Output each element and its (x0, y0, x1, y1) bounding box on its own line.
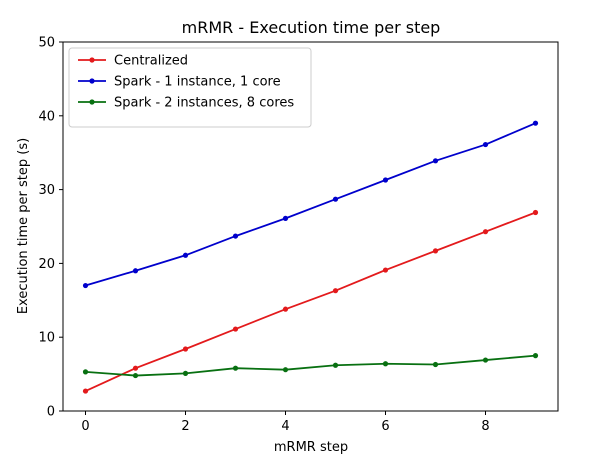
y-axis-label: Execution time per step (s) (16, 138, 31, 314)
data-point (182, 346, 189, 352)
data-point (82, 369, 89, 375)
data-point (382, 361, 389, 367)
legend-marker (89, 57, 95, 63)
legend: Centralized Spark - 1 instance, 1 core Spa… (68, 47, 312, 128)
x-tick-label: 6 (381, 419, 389, 434)
x-tick-label: 4 (281, 419, 289, 434)
x-tick-label: 8 (481, 419, 489, 434)
data-point (282, 367, 289, 373)
data-point (532, 120, 539, 126)
legend-marker (89, 99, 95, 105)
y-tick-label: 40 (38, 109, 55, 124)
legend-label: Spark - 2 instances, 8 cores (114, 96, 294, 111)
data-point (532, 353, 539, 359)
data-point (382, 267, 389, 273)
data-point (332, 362, 339, 368)
chart-title: mRMR - Execution time per step (182, 18, 441, 37)
x-tick-label: 2 (181, 419, 189, 434)
data-point (432, 248, 439, 254)
legend-box (68, 47, 312, 128)
data-point (282, 215, 289, 221)
data-point (182, 370, 189, 376)
data-point (132, 268, 139, 274)
series-line-3 (85, 354, 536, 377)
data-point (282, 306, 289, 312)
data-point (532, 209, 539, 216)
y-tick-label: 20 (38, 257, 55, 272)
x-axis: 0 2 4 6 8 (81, 411, 490, 434)
x-axis-label: mRMR step (274, 440, 348, 455)
series-line-1 (85, 211, 536, 392)
y-tick-label: 30 (38, 183, 55, 198)
data-point (432, 158, 439, 164)
plot-area (82, 120, 539, 394)
plot-frame (62, 41, 559, 412)
y-tick-label: 50 (38, 36, 55, 51)
data-point (232, 365, 239, 371)
legend-label: Spark - 1 instance, 1 core (114, 75, 281, 90)
y-tick-label: 0 (47, 405, 55, 420)
data-point (332, 196, 339, 202)
data-point (232, 233, 239, 239)
data-point (482, 229, 489, 235)
legend-label: Centralized (114, 54, 188, 69)
y-tick-label: 10 (38, 331, 55, 346)
data-point (132, 372, 139, 379)
data-point (482, 141, 489, 148)
data-point (182, 252, 189, 258)
data-point (82, 282, 89, 289)
x-tick-label: 0 (81, 419, 89, 434)
data-point (432, 361, 439, 368)
legend-marker (89, 78, 95, 84)
data-point (332, 288, 339, 294)
data-point (382, 177, 389, 183)
data-point (482, 357, 489, 363)
data-point (82, 388, 89, 394)
series-line-2 (85, 122, 536, 287)
data-point (132, 365, 139, 371)
y-axis: 0 10 20 30 40 50 (38, 36, 63, 420)
data-point (232, 326, 239, 332)
